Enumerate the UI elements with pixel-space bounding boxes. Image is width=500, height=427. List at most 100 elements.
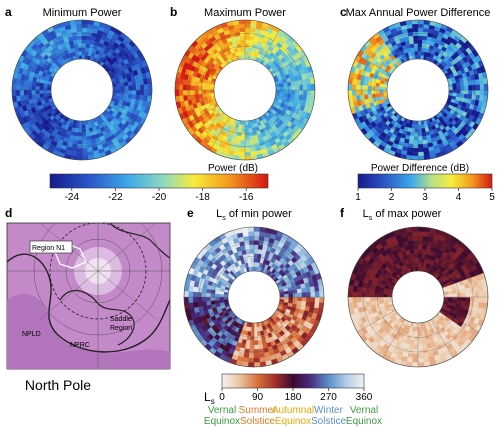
cell-f <box>478 296 484 304</box>
cell-c <box>417 120 422 126</box>
cell-a <box>43 89 48 94</box>
cell-b <box>198 93 204 99</box>
cell-c <box>413 39 419 44</box>
cell-c <box>411 155 419 161</box>
cell-e <box>258 357 266 363</box>
cell-a <box>81 140 87 145</box>
colorbar-difference-ticks: 1 2 3 4 5 <box>355 188 495 203</box>
cell-f <box>412 353 419 359</box>
cell-e <box>253 322 257 328</box>
cell-b <box>238 155 246 161</box>
cell-b <box>186 84 191 91</box>
cell-f <box>414 262 419 267</box>
cell-a <box>81 31 88 36</box>
cell-c <box>468 89 473 96</box>
cell-a <box>127 81 133 87</box>
cell-f <box>470 291 475 298</box>
cell-b <box>190 84 195 91</box>
cell-b <box>174 83 180 91</box>
cell-c <box>417 140 423 145</box>
cell-c <box>367 89 372 95</box>
cell-c <box>417 132 423 137</box>
annulus-heatmap-b <box>174 19 316 161</box>
graticule-line <box>209 29 230 64</box>
cell-b <box>244 128 249 133</box>
cell-b <box>286 81 292 87</box>
cell-b <box>295 89 300 96</box>
cell-c <box>413 43 419 48</box>
season-label: Autumnal <box>272 405 314 416</box>
cell-f <box>469 286 475 293</box>
cell-a <box>112 86 118 91</box>
cell-f <box>456 293 462 298</box>
cell-c <box>475 89 481 96</box>
cell-c <box>417 124 422 129</box>
cell-e <box>192 291 198 298</box>
cell-f <box>412 240 419 245</box>
cell-c <box>347 89 353 97</box>
cell-a <box>132 85 137 91</box>
cell-c <box>479 89 485 97</box>
cell-b <box>244 132 250 137</box>
cell-f <box>412 349 419 354</box>
season-labels: VernalEquinoxSummerSolsticeAutumnalEquin… <box>204 405 382 427</box>
annulus-heatmap-e <box>183 226 325 368</box>
cell-a <box>76 31 83 36</box>
cell-a <box>76 140 83 145</box>
cell-a <box>27 84 32 91</box>
annulus-heatmap-f <box>347 226 489 368</box>
cell-a <box>86 139 92 145</box>
cell-f <box>347 290 353 298</box>
cell-f <box>483 296 489 304</box>
cell-c <box>472 84 477 91</box>
cell-c <box>382 89 388 94</box>
cell-f <box>417 231 425 237</box>
cell-c <box>452 86 457 91</box>
cell-b <box>302 84 308 91</box>
cell-b <box>178 89 184 96</box>
cell-b <box>240 39 246 44</box>
cell-b <box>239 144 246 149</box>
graticule-line <box>46 116 67 151</box>
colorbar-tick-label: 90 <box>252 392 264 403</box>
map-label-saddle: Saddle <box>110 316 132 323</box>
cell-b <box>244 39 250 44</box>
cell-c <box>422 139 428 145</box>
cell-e <box>251 266 255 272</box>
cell-b <box>186 89 191 96</box>
cell-f <box>356 291 362 298</box>
cell-e <box>310 296 316 303</box>
cell-f <box>417 327 422 332</box>
cell-b <box>240 43 246 48</box>
cell-a <box>81 136 87 141</box>
cell-c <box>347 83 353 91</box>
cell-e <box>197 296 202 303</box>
cell-c <box>417 39 423 44</box>
cell-e <box>188 296 194 303</box>
cell-f <box>417 322 421 328</box>
cell-e <box>292 289 298 294</box>
cell-a <box>85 131 91 137</box>
panel-title-a: Minimum Power <box>43 7 122 19</box>
cell-c <box>414 47 419 52</box>
cell-e <box>301 292 307 298</box>
cell-c <box>417 147 424 153</box>
cell-e <box>205 296 211 302</box>
cell-b <box>236 39 242 45</box>
cell-e <box>253 240 260 245</box>
colorbar-power-label: Power (dB) <box>208 163 258 174</box>
cell-c <box>417 144 424 149</box>
cell-a <box>81 151 88 157</box>
cell-f <box>409 249 415 255</box>
cell-b <box>236 43 242 49</box>
cell-b <box>244 27 251 33</box>
cell-c <box>463 81 469 87</box>
cell-f <box>417 340 423 346</box>
cell-c <box>448 86 454 91</box>
cell-c <box>417 155 425 161</box>
cell-e <box>301 287 307 294</box>
cell-c <box>417 128 422 133</box>
cell-b <box>244 19 252 25</box>
cell-c <box>363 84 368 91</box>
cell-b <box>209 89 215 94</box>
